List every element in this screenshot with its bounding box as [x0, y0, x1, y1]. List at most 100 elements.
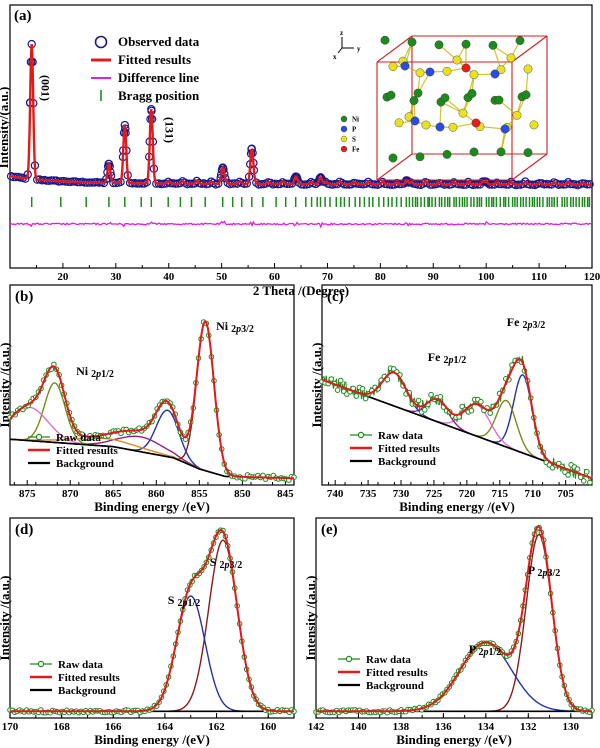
- ni-atom: [409, 96, 419, 106]
- x-tick-label: 845: [277, 488, 294, 500]
- ni-atom: [380, 35, 390, 45]
- p-atom: [400, 61, 410, 71]
- x-tick-label: 705: [557, 488, 574, 500]
- axis-z-label: z: [340, 29, 343, 37]
- y-axis-label: Intensity /(a.u.): [309, 343, 324, 428]
- s-atom: [469, 70, 479, 80]
- peak-annotation: S 2p3/2: [210, 555, 242, 571]
- panel-label: (b): [15, 289, 33, 305]
- plot-frame: [9, 284, 295, 486]
- legend-marker-raw-circle: [37, 660, 45, 668]
- legend-label-fitted: Fitted results: [378, 443, 441, 455]
- x-tick-label: 735: [360, 488, 377, 500]
- x-tick-label: 164: [157, 721, 174, 733]
- legend-a: Observed data Fitted results Difference li…: [91, 34, 200, 103]
- raw-point: [334, 387, 341, 393]
- x-tick-label-a: 80: [375, 271, 387, 283]
- element-legend-marker: [340, 145, 348, 153]
- panel-d: (d) 170 168 166 164 162 160 Binding energy /(eV…: [0, 517, 297, 747]
- annotation-131: (131): [162, 117, 176, 143]
- fit-component: [10, 437, 294, 479]
- x-tick-label: 865: [105, 488, 122, 500]
- ni-atom: [413, 88, 423, 98]
- raw-data-series: [7, 319, 297, 483]
- x-tick-label: 720: [459, 488, 476, 500]
- legend-label-fitted: Fitted results: [366, 667, 429, 679]
- raw-point: [362, 395, 369, 402]
- raw-point: [468, 407, 475, 414]
- x-tick-label: 875: [19, 488, 36, 500]
- ni-atom: [442, 149, 452, 159]
- observed-point: [364, 177, 373, 187]
- x-tick-label: 136: [435, 721, 452, 733]
- s-atom: [523, 64, 533, 74]
- legend-label-background: Background: [58, 685, 116, 697]
- raw-point: [580, 478, 587, 484]
- fitted-results-line: [10, 528, 294, 713]
- ni-atom: [523, 148, 533, 158]
- element-legend-label: Fe: [352, 146, 359, 154]
- x-tick-label: 132: [520, 721, 537, 733]
- legend-marker-raw-circle: [35, 433, 43, 441]
- legend-marker-raw-circle: [345, 655, 353, 663]
- x-tick-label: 134: [478, 721, 495, 733]
- unit-cell-edge: [376, 153, 413, 181]
- element-legend-label: P: [352, 126, 357, 134]
- x-axis-label: Binding energy /(eV): [396, 732, 512, 747]
- raw-point: [422, 407, 428, 413]
- x-tick-label: 170: [2, 721, 19, 733]
- fit-component: [10, 595, 294, 712]
- panel-c: (c) 740 735 730 725 720 715 710 705 Binding energ…: [309, 284, 593, 514]
- x-tick-label: 710: [524, 488, 541, 500]
- panel-b: (b) 875 870 865 860 855 850 845 Binding energy /…: [0, 284, 297, 514]
- ni-atom: [388, 153, 398, 163]
- peak-annotation: Fe 2p3/2: [507, 315, 545, 331]
- x-tick-label-a: 100: [478, 271, 495, 283]
- p-atom: [425, 67, 435, 77]
- legend-label-raw: Raw data: [58, 659, 103, 671]
- x-tick-label: 730: [393, 488, 410, 500]
- y-axis-label-a: Intensity/(a.u.): [0, 87, 11, 169]
- ni-atom: [469, 147, 479, 157]
- x-tick-label: 855: [191, 488, 208, 500]
- legend-label-fitted: Fitted results: [56, 445, 119, 457]
- x-tick-label-a: 70: [322, 271, 334, 283]
- s-atom: [529, 120, 539, 130]
- x-axis-label: Binding energy /(eV): [399, 499, 515, 514]
- ni-atom: [515, 36, 525, 45]
- x-tick-label: 870: [62, 488, 79, 500]
- x-tick-label-a: 120: [584, 271, 600, 283]
- ni-atom: [434, 40, 444, 50]
- raw-point: [584, 468, 590, 475]
- peak-annotation: Ni 2p1/2: [76, 364, 114, 380]
- fitted-results-line: [321, 358, 593, 480]
- plot-frame: [9, 517, 295, 719]
- peak-annotation: S 2p1/2: [168, 593, 200, 609]
- x-tick-label-a: 50: [216, 271, 228, 283]
- peak-annotation: P 2p1/2: [469, 642, 501, 658]
- raw-point: [565, 472, 571, 478]
- ni-atom: [407, 37, 417, 47]
- element-legend-marker: [340, 135, 348, 143]
- axis-x-line: [337, 47, 343, 54]
- s-atom: [388, 62, 398, 71]
- bragg-position-series: [30, 197, 591, 207]
- annotation-001: (001): [39, 75, 53, 101]
- peak-annotation: P 2p3/2: [528, 563, 560, 579]
- legend-label-raw: Raw data: [366, 654, 411, 666]
- panel-label-a: (a): [14, 8, 32, 24]
- legend-label-fitted: Fitted results: [58, 672, 121, 684]
- ni-atom: [521, 90, 531, 100]
- x-tick-label: 142: [308, 721, 325, 733]
- x-tick-label-a: 60: [269, 271, 281, 283]
- panel-e: (e) 142 140 138 136 134 132 130 Binding energy /…: [303, 517, 595, 747]
- unit-cell-edge: [376, 35, 413, 63]
- raw-point: [478, 398, 484, 405]
- legend-label-background: Background: [378, 456, 436, 468]
- ni-atom: [467, 89, 477, 98]
- fitted-results-line: [316, 525, 592, 713]
- fit-component: [9, 382, 294, 479]
- raw-data-series: [7, 527, 297, 716]
